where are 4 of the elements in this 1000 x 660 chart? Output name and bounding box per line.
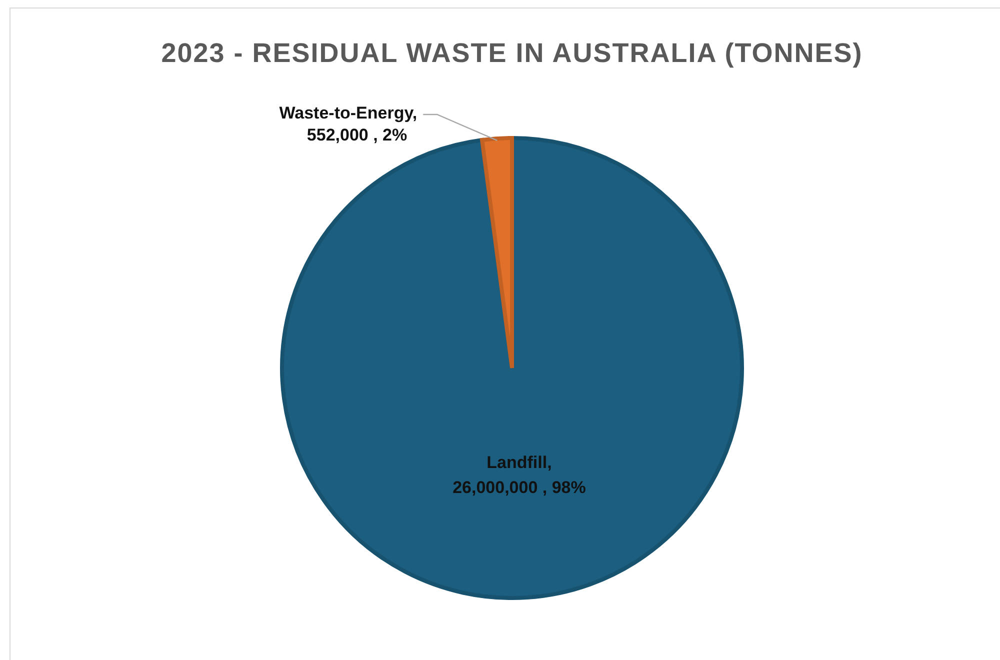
chart-title: 2023 - RESIDUAL WASTE IN AUSTRALIA (TONNES): [161, 38, 863, 68]
slice-label: Waste-to-Energy, 552,000 , 2%: [279, 103, 418, 144]
pie-slice: [480, 136, 514, 370]
slice-label: Landfill, 26,000,000 , 98%: [452, 453, 586, 498]
